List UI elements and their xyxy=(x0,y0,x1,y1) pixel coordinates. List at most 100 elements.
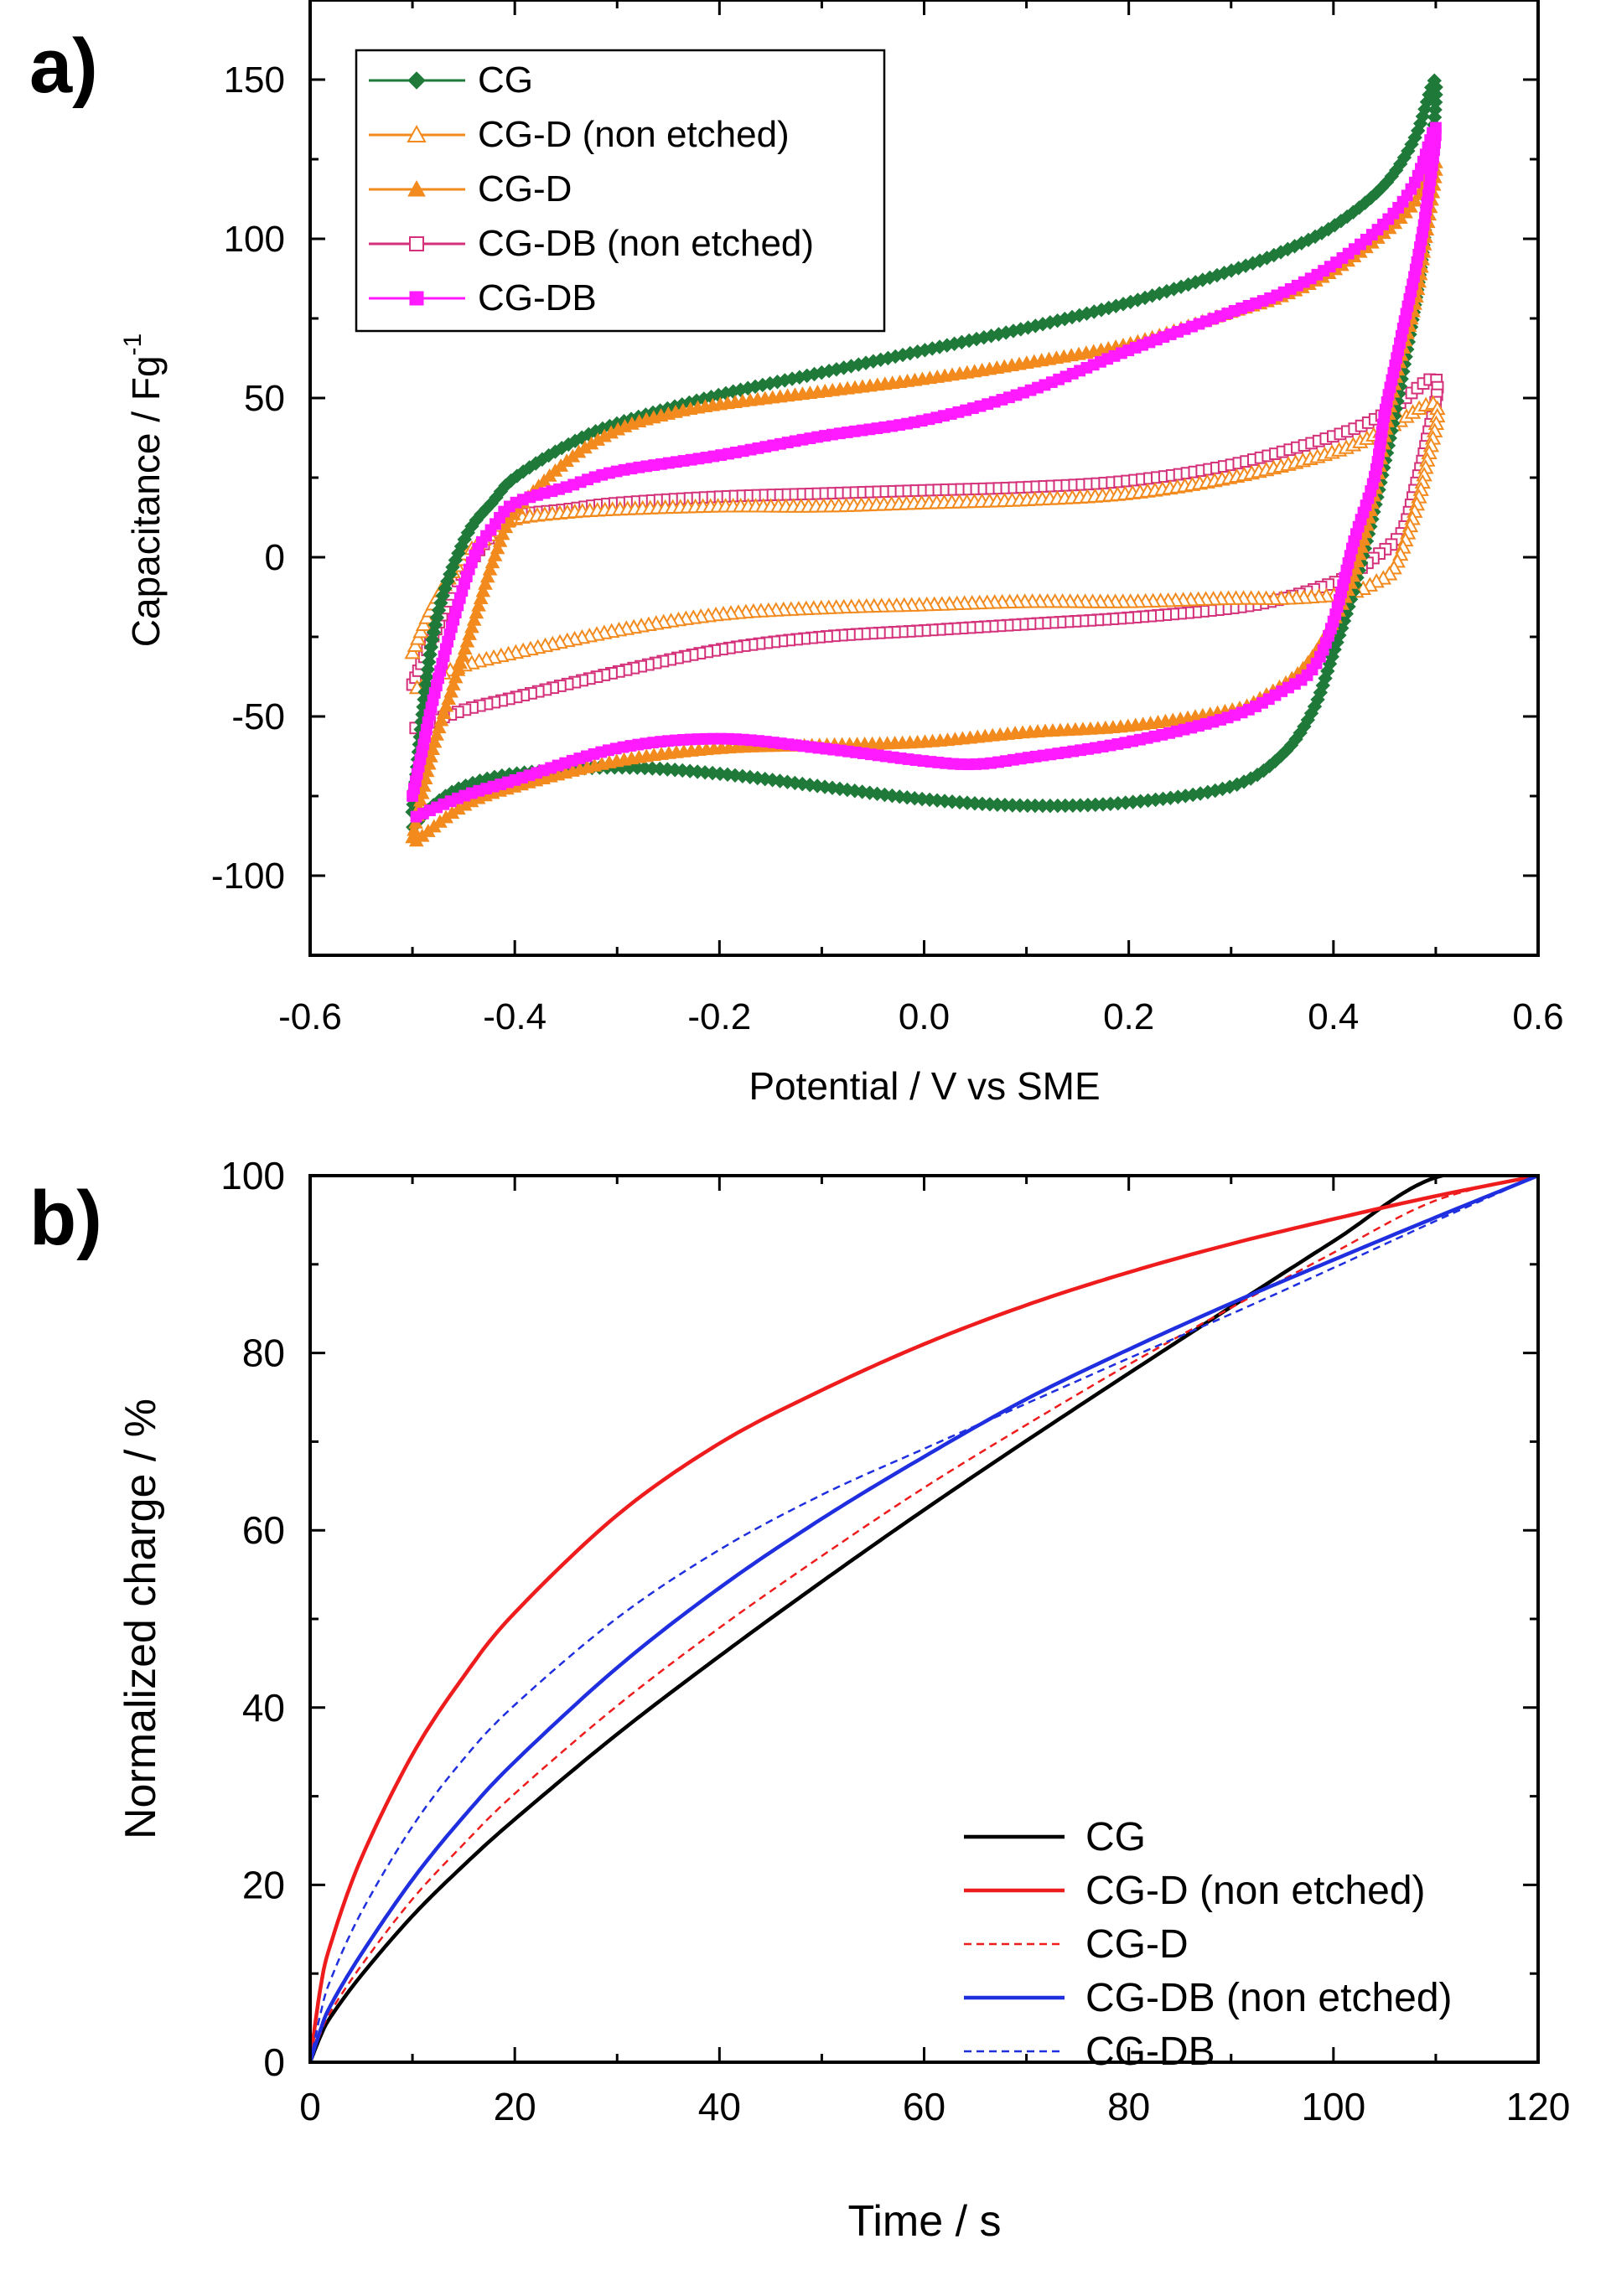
data-point xyxy=(462,627,478,640)
series-cg xyxy=(310,1176,1538,2062)
data-point xyxy=(429,727,444,741)
data-point xyxy=(498,520,514,534)
legend-b: CG CG-D (non etched) CG-D CG-DB (non etc… xyxy=(964,1815,1453,2074)
data-point xyxy=(473,591,489,605)
data-point xyxy=(482,561,498,576)
data-point xyxy=(478,576,493,590)
y-tick-label: 40 xyxy=(242,1686,285,1730)
data-point xyxy=(425,742,441,756)
x-tick-label: 0.4 xyxy=(1308,996,1359,1037)
axis-ticks-b xyxy=(308,1174,1540,2064)
series-line xyxy=(412,377,1439,731)
legend-label: CG-D (non etched) xyxy=(478,114,790,155)
data-point xyxy=(459,633,475,648)
tick-labels-a: -0.6 -0.4 -0.2 0.0 0.2 0.4 0.6 -100 -50 0 50 100 150 xyxy=(211,59,1564,1037)
x-axis-label-a: Potential / V vs SME xyxy=(749,1064,1100,1108)
y-tick-label: 80 xyxy=(242,1332,285,1375)
axis-ticks-a xyxy=(308,0,1540,957)
legend-marker xyxy=(407,71,426,90)
x-tick-label: -0.6 xyxy=(278,996,342,1037)
legend-label: CG-D (non etched) xyxy=(1085,1869,1426,1913)
x-tick-label: 0 xyxy=(299,2085,321,2128)
x-tick-label: 0.0 xyxy=(899,996,950,1037)
x-tick-label: 80 xyxy=(1107,2085,1150,2128)
data-point xyxy=(448,670,464,684)
data-point xyxy=(431,720,447,734)
data-point xyxy=(415,616,433,631)
tick-labels-b: 0 20 40 60 80 100 120 0 20 40 60 80 100 xyxy=(220,1154,1570,2128)
data-point xyxy=(490,540,505,555)
y-tick-label: -100 xyxy=(211,856,285,897)
data-point xyxy=(438,698,454,712)
data-point xyxy=(421,654,437,670)
series-cg-db xyxy=(407,122,1442,823)
legend-label: CG-DB xyxy=(1085,2030,1215,2074)
y-axis-label-a: Capacitance / Fg-1 xyxy=(119,334,168,647)
data-point xyxy=(466,612,482,626)
y-tick-label: 0 xyxy=(265,537,285,578)
data-point xyxy=(407,822,422,836)
legend-a: CG CG-D (non etched) CG-D CG-DB (non etc… xyxy=(355,49,886,333)
y-axis-label-a-sup: -1 xyxy=(119,334,147,356)
legend-marker xyxy=(409,291,424,306)
data-point xyxy=(455,648,470,662)
x-tick-label: -0.2 xyxy=(687,996,751,1037)
data-point xyxy=(471,597,486,612)
plot-frame-b xyxy=(308,1174,1540,2064)
legend-marker xyxy=(407,179,426,197)
data-point xyxy=(443,684,458,698)
data-point xyxy=(469,605,484,619)
data-point xyxy=(427,734,443,748)
legend-marker xyxy=(407,124,427,142)
y-tick-label: 100 xyxy=(224,219,285,260)
charge-curves xyxy=(310,1176,1538,2062)
data-point xyxy=(450,662,466,676)
legend-label: CG-D xyxy=(1085,1922,1189,1967)
y-axis-label-b: Normalized charge / % xyxy=(117,1399,165,1839)
capacitance-curves xyxy=(404,73,1446,847)
legend-label: CG-D xyxy=(478,168,572,209)
data-point xyxy=(484,555,500,569)
data-point xyxy=(412,623,429,639)
y-tick-label: 150 xyxy=(224,59,285,101)
x-tick-label: 20 xyxy=(494,2085,536,2128)
data-point xyxy=(407,637,424,653)
y-tick-label: 50 xyxy=(244,378,285,419)
panel-a: a) -0.6 -0.4 -0.2 0.0 0.2 0.4 0.6 -100 -50 0 50 100… xyxy=(29,0,1564,1108)
data-point xyxy=(464,619,479,633)
y-tick-label: 20 xyxy=(242,1863,285,1906)
series-cg-d-non-etched- xyxy=(404,395,1446,695)
panel-label-a: a) xyxy=(29,23,98,109)
legend-marker xyxy=(409,236,424,251)
data-point xyxy=(495,526,510,540)
data-point xyxy=(475,583,491,597)
y-axis-label-a-main: Capacitance / Fg xyxy=(124,355,168,647)
x-tick-label: 120 xyxy=(1506,2085,1571,2128)
y-tick-label: 0 xyxy=(263,2040,285,2084)
panel-label-b: b) xyxy=(29,1176,102,1261)
data-point xyxy=(404,644,421,659)
legend-label: CG xyxy=(478,59,533,101)
x-tick-label: 0.2 xyxy=(1103,996,1154,1037)
x-tick-label: -0.4 xyxy=(483,996,547,1037)
series-cg-d xyxy=(310,1176,1538,2062)
data-point xyxy=(408,833,424,847)
x-tick-label: 100 xyxy=(1301,2085,1365,2128)
y-tick-label: 100 xyxy=(220,1154,285,1197)
data-point xyxy=(410,630,427,645)
data-point xyxy=(492,533,508,547)
x-tick-label: 40 xyxy=(698,2085,741,2128)
data-point xyxy=(457,641,473,655)
data-point xyxy=(487,547,503,561)
legend-label: CG-DB (non etched) xyxy=(478,223,814,264)
x-axis-label-b: Time / s xyxy=(848,2197,1002,2246)
series-cg-db-non-etched- xyxy=(310,1176,1538,2062)
data-point xyxy=(433,712,449,727)
y-tick-label: -50 xyxy=(231,696,285,737)
legend-label: CG xyxy=(1085,1815,1146,1859)
legend-label: CG-DB xyxy=(478,277,597,318)
series-cg-db xyxy=(310,1176,1538,2062)
data-point xyxy=(441,691,457,705)
